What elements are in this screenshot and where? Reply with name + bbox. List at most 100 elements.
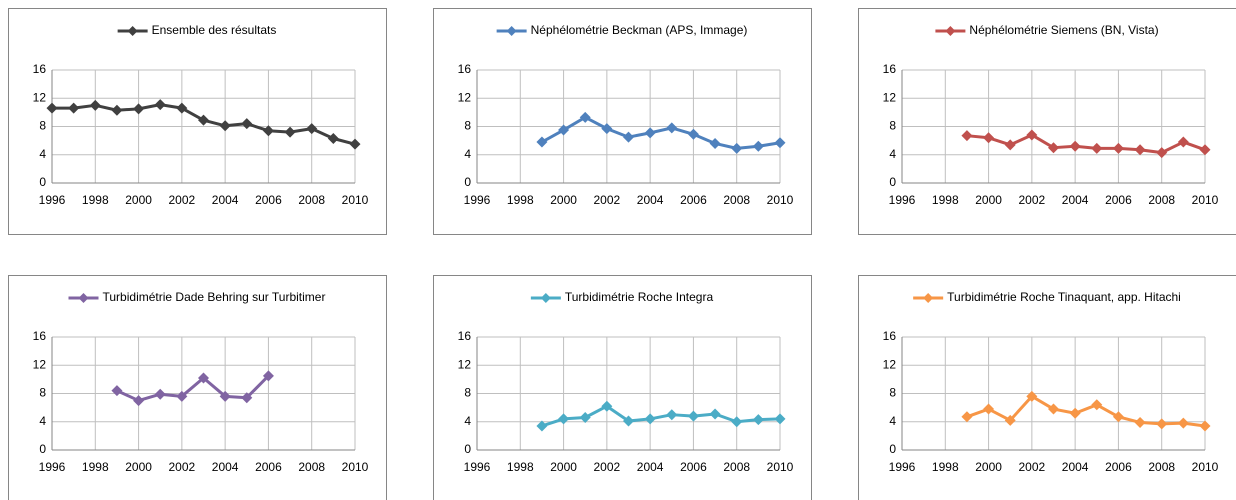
data-point — [1199, 420, 1211, 432]
data-point — [176, 102, 188, 114]
data-point — [666, 122, 678, 134]
x-tick-label: 2004 — [212, 460, 239, 474]
data-point — [752, 414, 764, 426]
x-tick-label: 2006 — [680, 460, 707, 474]
legend-marker — [945, 26, 956, 36]
x-tick-label: 2008 — [1148, 193, 1175, 207]
data-point — [1156, 418, 1168, 430]
data-point — [1134, 144, 1146, 156]
x-tick-label: 2004 — [637, 460, 664, 474]
data-point — [579, 111, 591, 123]
data-point — [644, 413, 656, 425]
legend-marker — [923, 293, 934, 303]
data-point — [68, 102, 80, 114]
x-tick-label: 2002 — [169, 193, 196, 207]
chart-frame — [433, 8, 812, 235]
y-tick-label: 4 — [39, 414, 46, 428]
data-point — [1004, 414, 1016, 426]
y-tick-label: 16 — [33, 329, 47, 343]
x-tick-label: 2008 — [723, 460, 750, 474]
chart-frame — [433, 275, 812, 500]
data-point — [1199, 144, 1211, 156]
x-tick-label: 2002 — [1019, 193, 1046, 207]
y-tick-label: 8 — [464, 386, 471, 400]
y-tick-label: 4 — [889, 147, 896, 161]
data-point — [1091, 399, 1103, 411]
y-tick-label: 4 — [889, 414, 896, 428]
x-tick-label: 2008 — [298, 193, 325, 207]
data-point — [1091, 142, 1103, 154]
y-tick-label: 16 — [33, 62, 47, 76]
data-point — [666, 409, 678, 421]
legend-label: Néphélométrie Beckman (APS, Immage) — [531, 23, 748, 37]
data-point — [1069, 140, 1081, 152]
x-tick-label: 1998 — [507, 193, 534, 207]
data-point — [558, 413, 570, 425]
data-point — [1112, 142, 1124, 154]
y-tick-label: 4 — [39, 147, 46, 161]
legend-marker — [506, 26, 517, 36]
data-point — [111, 104, 123, 116]
x-tick-label: 2002 — [169, 460, 196, 474]
y-tick-label: 8 — [464, 119, 471, 133]
data-point — [1048, 403, 1059, 415]
data-point — [1177, 136, 1189, 148]
data-point — [983, 132, 995, 144]
data-point — [1177, 417, 1189, 429]
data-point — [623, 131, 634, 143]
y-tick-label: 4 — [464, 147, 471, 161]
x-tick-label: 1998 — [82, 460, 109, 474]
y-tick-label: 0 — [889, 442, 896, 456]
data-point — [133, 395, 145, 407]
y-tick-label: 16 — [458, 329, 472, 343]
legend-marker — [540, 293, 551, 303]
x-tick-label: 2010 — [767, 193, 794, 207]
y-tick-label: 12 — [458, 357, 472, 371]
data-point — [983, 403, 995, 415]
data-point — [623, 415, 634, 427]
data-point — [579, 412, 591, 424]
x-tick-label: 2002 — [594, 460, 621, 474]
data-point — [306, 123, 318, 135]
data-point — [709, 408, 721, 420]
data-point — [219, 390, 231, 402]
data-point — [774, 413, 786, 425]
data-point — [198, 372, 209, 384]
chart-frame — [8, 8, 387, 235]
data-point — [154, 388, 166, 400]
y-tick-label: 12 — [883, 357, 897, 371]
data-point — [644, 127, 656, 139]
x-tick-label: 2006 — [1105, 460, 1132, 474]
y-tick-label: 8 — [39, 119, 46, 133]
legend-marker — [78, 293, 89, 303]
x-tick-label: 2010 — [1192, 193, 1219, 207]
data-point — [262, 370, 274, 382]
data-point — [601, 123, 613, 135]
data-point — [349, 138, 361, 150]
legend-label: Turbidimétrie Dade Behring sur Turbitime… — [103, 290, 326, 304]
x-tick-label: 2002 — [594, 193, 621, 207]
legend-label: Turbidimétrie Roche Integra — [565, 290, 714, 304]
data-point — [961, 411, 973, 423]
x-tick-label: 2004 — [1062, 460, 1089, 474]
y-tick-label: 12 — [458, 90, 472, 104]
y-tick-label: 0 — [889, 175, 896, 189]
data-point — [731, 142, 743, 154]
data-point — [536, 420, 548, 432]
y-tick-label: 8 — [39, 386, 46, 400]
data-point — [154, 99, 166, 111]
x-tick-label: 1998 — [507, 460, 534, 474]
x-tick-label: 2008 — [723, 193, 750, 207]
data-point — [241, 118, 253, 130]
x-tick-label: 2004 — [637, 193, 664, 207]
data-point — [284, 126, 296, 138]
x-tick-label: 2006 — [680, 193, 707, 207]
x-tick-label: 2000 — [125, 460, 152, 474]
x-tick-label: 2006 — [1105, 193, 1132, 207]
data-point — [601, 400, 613, 412]
data-point — [1112, 411, 1124, 423]
x-tick-label: 1996 — [889, 193, 916, 207]
data-point — [1004, 139, 1016, 151]
x-tick-label: 1996 — [464, 193, 491, 207]
data-point — [687, 410, 699, 422]
